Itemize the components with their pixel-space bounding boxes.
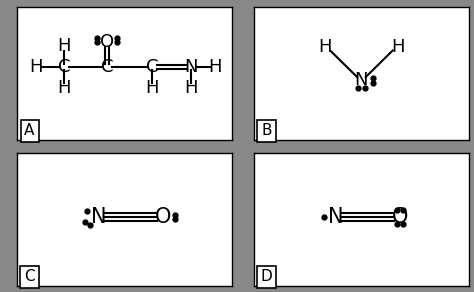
Text: H: H bbox=[57, 79, 71, 97]
Text: H: H bbox=[184, 79, 198, 97]
Text: C: C bbox=[146, 58, 159, 76]
Text: O: O bbox=[155, 207, 172, 227]
Text: H: H bbox=[208, 58, 222, 76]
Text: C: C bbox=[58, 58, 70, 76]
Text: H: H bbox=[318, 38, 331, 56]
Text: N: N bbox=[184, 58, 198, 76]
Text: A: A bbox=[24, 123, 35, 138]
Text: C: C bbox=[101, 58, 113, 76]
Text: O: O bbox=[392, 207, 409, 227]
Text: H: H bbox=[57, 37, 71, 55]
Text: N: N bbox=[91, 207, 106, 227]
Text: C: C bbox=[24, 269, 35, 284]
Text: N: N bbox=[355, 71, 368, 89]
Text: H: H bbox=[146, 79, 159, 97]
Text: N: N bbox=[328, 207, 343, 227]
Text: O: O bbox=[100, 33, 114, 51]
Text: H: H bbox=[392, 38, 405, 56]
Text: B: B bbox=[261, 123, 272, 138]
Text: H: H bbox=[29, 58, 43, 76]
Text: D: D bbox=[261, 269, 273, 284]
